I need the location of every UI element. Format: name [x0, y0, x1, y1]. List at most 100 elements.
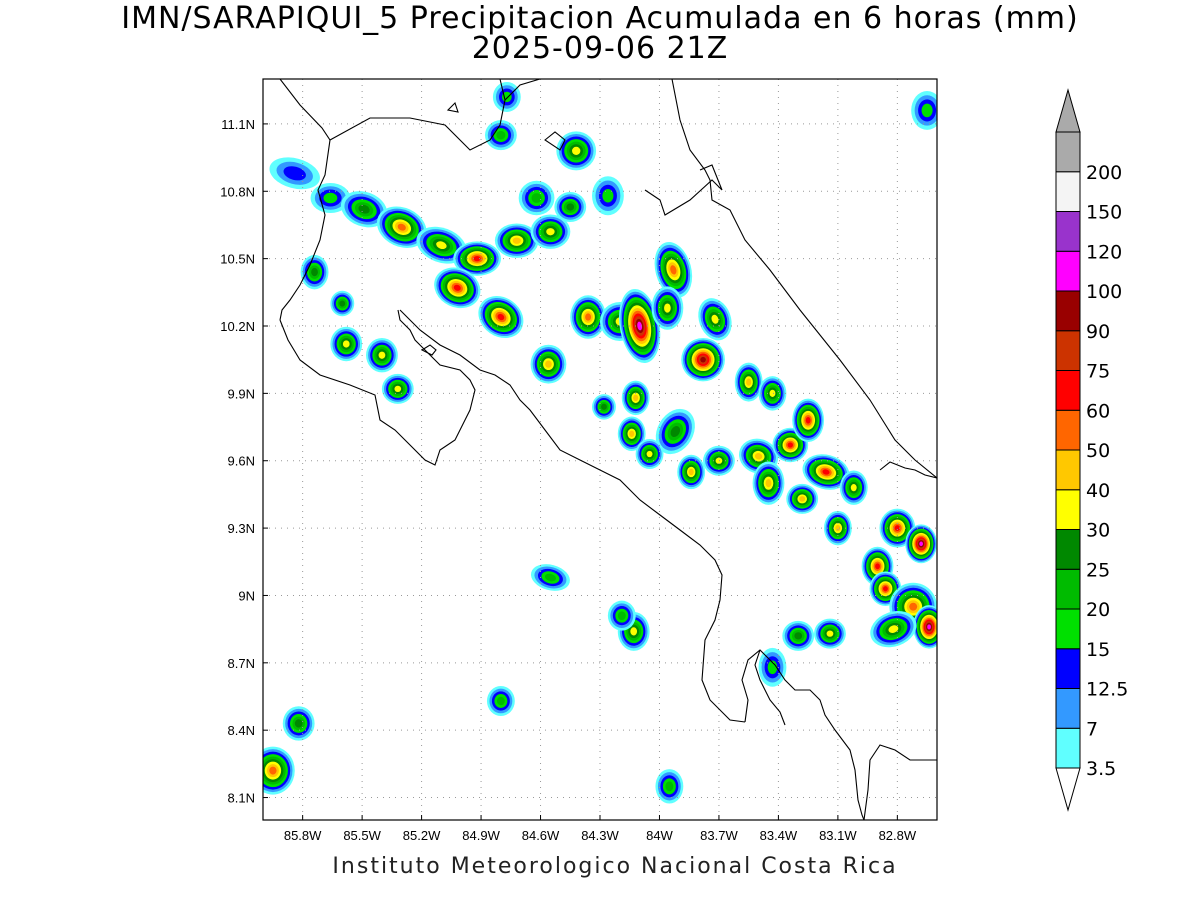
colorbar-level-label: 50 [1086, 440, 1110, 462]
rain-cell [300, 254, 329, 290]
panama-border-line [863, 744, 937, 820]
rain-contour-level-6 [378, 351, 386, 359]
rain-contour-level-9 [822, 469, 830, 475]
rain-contour-level-3 [767, 660, 778, 675]
rain-cell [340, 191, 388, 228]
rain-cell [556, 131, 597, 171]
nicaragua-border-line [279, 79, 506, 151]
rain-cell [478, 296, 524, 339]
rain-cell [416, 226, 467, 264]
rain-contour-level-5 [294, 719, 303, 728]
rain-cell [782, 620, 815, 651]
rain-contour-level-9 [894, 525, 901, 532]
bocas-coast-line [879, 461, 937, 479]
y-tick-label: 9.3N [228, 521, 255, 536]
rain-cell [554, 192, 587, 222]
rain-cell [839, 470, 868, 505]
rain-contour-level-6 [546, 228, 555, 236]
rain-cell [651, 286, 684, 330]
rain-contour-level-3 [602, 188, 614, 203]
rain-cell [911, 90, 937, 130]
y-tick-label: 8.1N [228, 791, 255, 806]
rain-cell [905, 524, 937, 564]
rain-contour-level-5 [311, 267, 318, 277]
gulf-of-nicoya-coast [399, 309, 746, 723]
lat-lon-grid [263, 79, 937, 820]
lake-nicaragua-outline [544, 131, 566, 151]
rain-contour-level-6 [342, 340, 350, 348]
x-tick-label: 82.8W [879, 828, 917, 843]
rain-contour-level-7 [754, 452, 763, 460]
rain-contour-level-5 [601, 403, 607, 410]
colorbar-level-label: 120 [1086, 241, 1122, 263]
rain-contour-level-5 [794, 632, 803, 640]
rain-cell [792, 398, 825, 443]
rain-cell [282, 706, 315, 741]
rain-contour-level-7 [512, 237, 521, 244]
map-valid-time: 2025-09-06 21Z [471, 31, 729, 66]
rain-contour-level-7 [545, 360, 552, 368]
rain-contour-level-9 [473, 256, 481, 262]
colorbar-level-label: 150 [1086, 202, 1122, 224]
colorbar-swatch [1055, 648, 1081, 689]
x-tick-label: 83.7W [700, 828, 738, 843]
rain-contour-level-2 [283, 166, 306, 181]
colorbar-swatch [1055, 529, 1081, 570]
colorbar-swatch [1055, 688, 1081, 729]
rain-contour-level-6 [664, 303, 671, 313]
rain-contour-level-4 [617, 611, 626, 620]
rain-contour-level-6 [436, 241, 447, 250]
rain-contour-level-6 [572, 146, 581, 155]
rain-cell [786, 483, 819, 514]
rain-contour-level-9 [497, 313, 505, 321]
y-tick-label: 8.7N [228, 656, 255, 671]
rain-cell [592, 176, 624, 216]
colorbar-level-label: 20 [1086, 599, 1110, 621]
nicoya-peninsula-coast [279, 139, 331, 321]
rain-cell [681, 337, 725, 382]
y-tick-label: 10.8N [220, 184, 255, 199]
rain-contour-level-5 [670, 426, 681, 438]
lake-shore-line [504, 79, 541, 101]
colorbar-swatch [1055, 131, 1081, 173]
rain-cell [703, 445, 735, 476]
rain-cell [758, 376, 787, 411]
rain-contour-level-4 [531, 193, 542, 203]
rain-cell [654, 241, 693, 298]
rain-contour-level-6 [850, 484, 857, 492]
rain-cell [734, 362, 763, 402]
rain-cell [913, 605, 937, 649]
colorbar-level-label: 30 [1086, 520, 1110, 542]
rain-contour-level-11 [700, 356, 706, 363]
rain-contour-level-6 [646, 450, 653, 458]
rain-cell [879, 508, 916, 548]
colorbar-level-label: 60 [1086, 400, 1110, 422]
rain-contour-level-9 [787, 442, 794, 448]
rain-contour-level-12 [919, 541, 924, 547]
rain-contour-level-9 [805, 417, 811, 424]
rain-contour-level-8 [269, 766, 277, 775]
rain-cell [530, 564, 570, 591]
map-title: IMN/SARAPIQUI_5 Precipitacion Acumulada … [121, 1, 1079, 36]
rain-contour-level-7 [633, 394, 639, 402]
coastline-borders [279, 79, 937, 820]
rain-contour-level-9 [875, 563, 880, 570]
rain-cell [484, 120, 517, 151]
rain-cell [453, 241, 501, 276]
colorbar-swatch [1055, 449, 1081, 491]
rain-contour-level-4 [496, 696, 505, 706]
rain-contour-level-9 [883, 586, 888, 592]
rain-cell [530, 344, 567, 384]
rain-contour-level-8 [585, 313, 592, 321]
y-tick-label: 9.6N [228, 454, 255, 469]
small-island-outline [446, 101, 459, 113]
colorbar-level-label: 25 [1086, 559, 1110, 581]
rain-cell [486, 686, 515, 716]
x-tick-label: 84W [646, 828, 673, 843]
colorbar-swatch [1055, 171, 1081, 212]
colorbar-level-label: 200 [1086, 162, 1122, 184]
rain-contour-level-6 [711, 314, 719, 324]
y-tick-label: 11.1N [221, 117, 255, 132]
institution-footer: Instituto Meteorologico Nacional Costa R… [332, 854, 898, 879]
y-tick-label: 8.4N [228, 723, 255, 738]
